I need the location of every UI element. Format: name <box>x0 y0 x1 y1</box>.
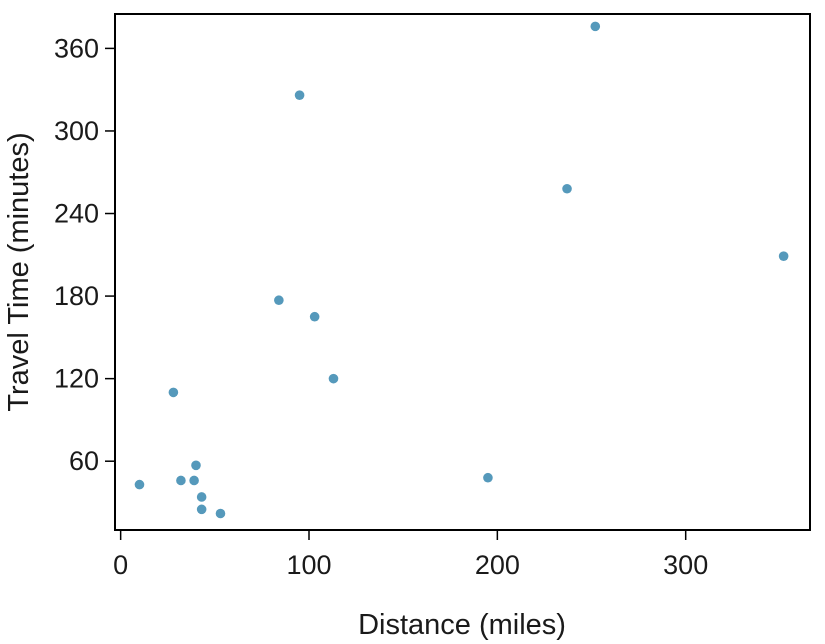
data-point <box>274 295 284 306</box>
data-point <box>562 183 572 194</box>
data-point <box>294 90 305 100</box>
x-axis-title: Distance (miles) <box>358 609 566 641</box>
data-point <box>778 251 789 261</box>
y-axis-title: Travel Time (minutes) <box>3 132 35 411</box>
plot-frame <box>114 13 811 531</box>
y-tick-label: 360 <box>54 33 99 63</box>
data-point <box>309 311 320 322</box>
x-tick-label: 200 <box>475 550 520 580</box>
data-point <box>189 475 199 486</box>
data-point <box>176 475 186 486</box>
x-axis: 0 100 200 300 <box>113 530 708 580</box>
x-tick-label: 300 <box>663 550 708 580</box>
data-point <box>590 21 601 32</box>
y-tick-label: 180 <box>54 281 99 311</box>
y-tick-label: 240 <box>54 199 99 229</box>
data-point <box>134 479 145 490</box>
data-point <box>328 373 339 384</box>
data-point <box>196 492 207 502</box>
y-axis: 60 120 180 240 300 360 <box>54 33 115 476</box>
data-point <box>196 504 207 515</box>
data-point <box>168 387 179 398</box>
x-tick-label: 100 <box>286 550 331 580</box>
y-tick-label: 300 <box>54 116 99 146</box>
y-tick-label: 120 <box>54 364 99 394</box>
y-tick-label: 60 <box>69 446 99 476</box>
data-points <box>134 21 789 519</box>
data-point <box>215 508 226 519</box>
data-point <box>191 460 201 471</box>
x-tick-label: 0 <box>113 550 128 580</box>
data-point <box>483 472 493 483</box>
